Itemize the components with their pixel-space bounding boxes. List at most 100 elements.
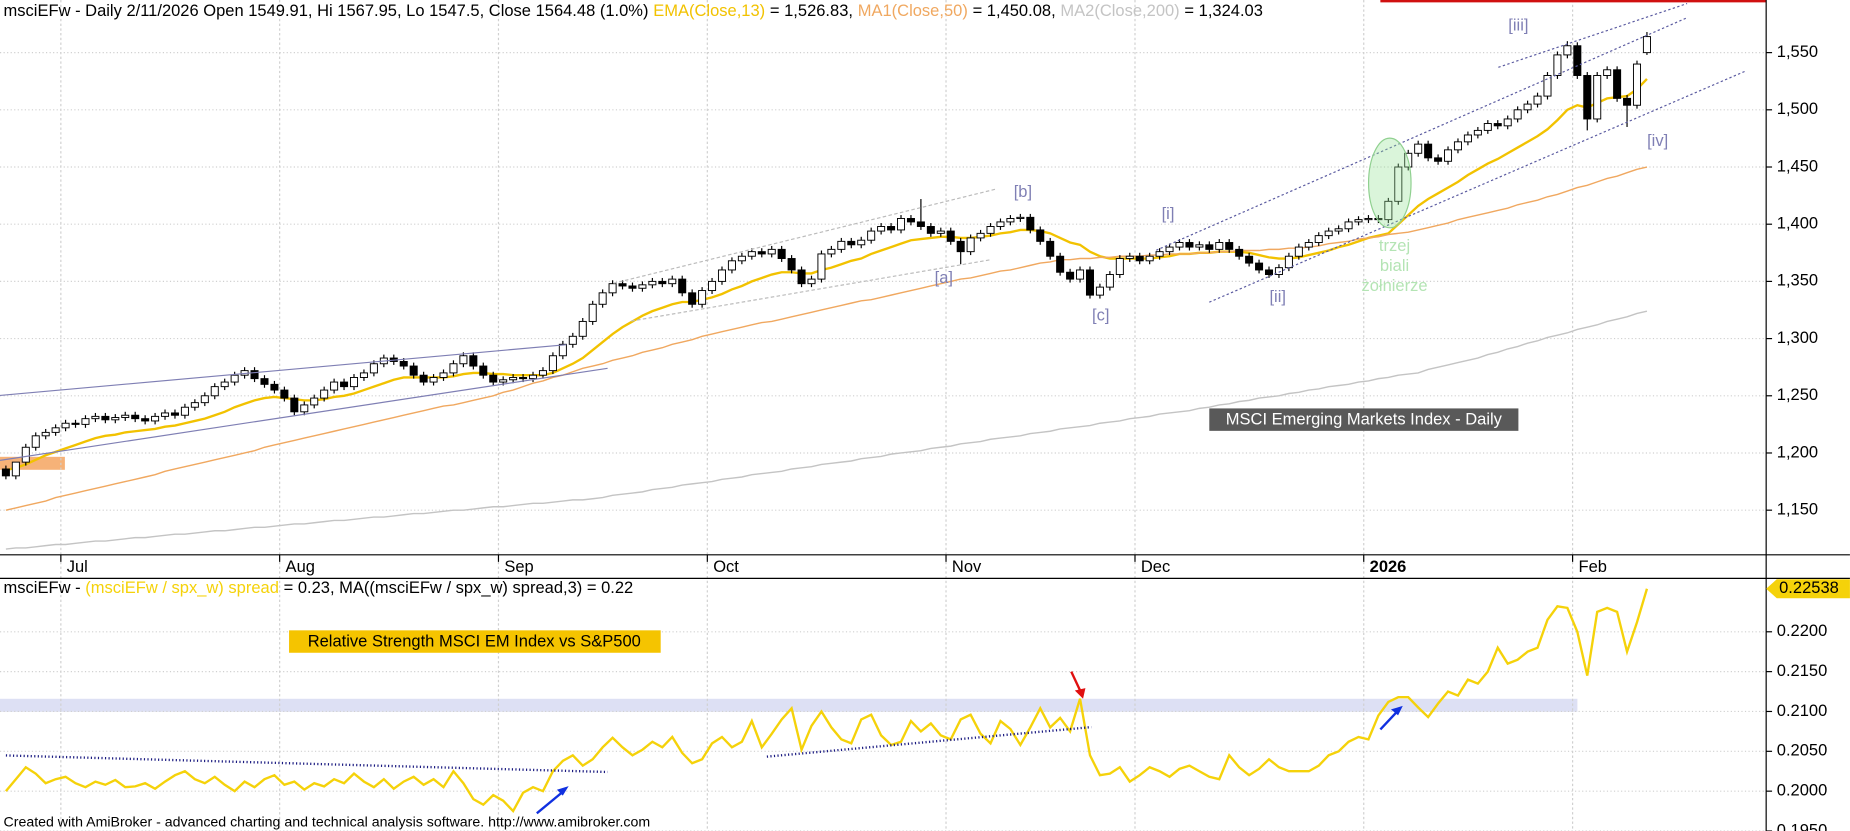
candle-body — [956, 240, 965, 253]
candle-body — [310, 397, 319, 406]
line-series — [5, 166, 1648, 511]
candle-body — [320, 389, 329, 399]
candle-body — [887, 226, 896, 231]
candle-body — [489, 374, 498, 383]
candle-body — [1155, 251, 1164, 257]
candle-body — [419, 374, 428, 383]
legend-entry: MA1(Close,50) — [858, 1, 968, 20]
candle-body — [369, 363, 378, 374]
candle-body — [220, 381, 229, 388]
candle-body — [1215, 242, 1224, 250]
candle-body — [1483, 123, 1492, 131]
candle-body — [867, 230, 876, 241]
candle-body — [807, 278, 816, 285]
candle-body — [926, 226, 935, 234]
label-box — [1209, 408, 1519, 431]
arrow-head — [1074, 688, 1086, 699]
legend-entry: (msciEFw / spx_w) spread — [85, 578, 279, 597]
candle-body — [51, 427, 60, 433]
candle-body — [1593, 75, 1602, 120]
candle-body — [41, 431, 50, 437]
candles — [1, 32, 1651, 480]
candle-body — [916, 221, 925, 227]
candle-body — [847, 240, 856, 246]
candle-body — [708, 280, 717, 292]
pattern-label: biali — [1380, 256, 1409, 275]
candle-body — [1026, 216, 1035, 231]
candle-body — [1424, 143, 1433, 159]
candle-body — [1085, 269, 1094, 296]
candle-body — [1006, 218, 1015, 223]
candle-body — [439, 372, 448, 378]
x-tick-label: Nov — [952, 557, 982, 576]
candle-body — [717, 269, 727, 282]
label-box — [289, 630, 661, 653]
candle-body — [1583, 75, 1592, 120]
y-tick-label: 1,400 — [1777, 214, 1818, 233]
candle-body — [1324, 230, 1333, 237]
candle-body — [1145, 255, 1154, 262]
header-title: msciEFw - — [4, 578, 81, 597]
x-tick-label: 2026 — [1370, 557, 1407, 576]
candle-body — [290, 397, 299, 413]
trend-line — [5, 754, 608, 774]
candle-body — [877, 226, 886, 232]
candle-body — [300, 404, 309, 413]
candle-body — [151, 415, 160, 422]
candle-body — [1284, 255, 1293, 269]
candle-body — [698, 290, 707, 305]
candle-body — [1434, 157, 1443, 162]
wave-label: [iv] — [1647, 131, 1668, 150]
candle-body — [618, 283, 627, 287]
candle-body — [519, 377, 528, 380]
candle-body — [1533, 95, 1542, 105]
candle-body — [1304, 242, 1313, 248]
candle-body — [121, 414, 130, 418]
y-tick-label: 0.2100 — [1777, 701, 1828, 720]
candle-body — [837, 240, 846, 250]
trend-line — [613, 188, 998, 284]
pattern-label: trzej — [1379, 236, 1410, 255]
candle-body — [469, 355, 478, 367]
candle-body — [588, 303, 597, 322]
chart-label: MSCI Emerging Markets Index - Daily — [1226, 410, 1503, 429]
candle-body — [250, 370, 259, 380]
candle-body — [11, 461, 20, 477]
candle-body — [1294, 246, 1303, 257]
candle-body — [737, 255, 746, 262]
y-tick-label: 1,350 — [1777, 271, 1818, 290]
candle-body — [1165, 246, 1174, 253]
candle-body — [608, 283, 617, 294]
candle-body — [1066, 271, 1075, 280]
arrow-head — [1390, 705, 1403, 716]
candle-body — [1334, 228, 1343, 232]
candle-body — [449, 363, 458, 374]
candle-body — [131, 414, 140, 420]
x-tick-label: Aug — [286, 557, 315, 576]
candle-body — [777, 248, 786, 259]
candle-body — [996, 221, 1005, 227]
candle-body — [161, 412, 170, 417]
candle-body — [946, 230, 955, 242]
candle-body — [1076, 269, 1085, 280]
candle-body — [568, 335, 577, 345]
candle-body — [1046, 240, 1055, 257]
y-tick-label: 1,200 — [1777, 442, 1818, 461]
header-title: msciEFw - Daily 2/11/2026 Open 1549.91, … — [4, 1, 649, 20]
chart-header: msciEFw - (msciEFw / spx_w) spread = 0.23,… — [4, 578, 634, 597]
legend-readout: = 0.23, MA((msciEFw / spx_w) spread,3) =… — [284, 578, 634, 597]
resistance-band — [0, 698, 1578, 712]
line-series — [4, 588, 1649, 814]
trend-line — [0, 367, 608, 461]
y-tick-label: 1,450 — [1777, 156, 1818, 175]
candle-body — [1573, 45, 1582, 76]
candle-body — [827, 248, 836, 255]
y-tick-label: 0.2000 — [1777, 781, 1828, 800]
candle-body — [170, 412, 179, 416]
candle-body — [1264, 269, 1274, 276]
candle-body — [1384, 200, 1393, 221]
